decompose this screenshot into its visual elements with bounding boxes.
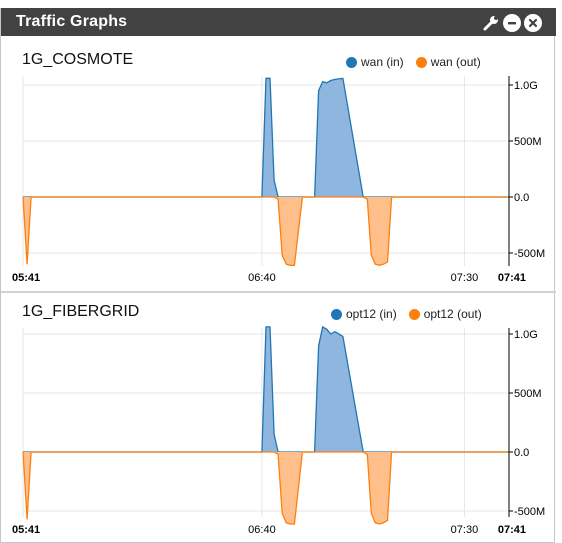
y-tick-label: 1.0G — [514, 329, 538, 341]
widget-header-controls — [482, 13, 542, 33]
x-axis: 05:41 06:40 07:30 07:41 — [12, 524, 526, 536]
x-tick-label: 07:41 — [498, 524, 526, 536]
minimize-icon[interactable] — [503, 14, 521, 32]
graph-title: 1G_FIBERGRID — [22, 303, 140, 320]
y-tick-label: -500M — [514, 248, 545, 260]
traffic-chart-fibergrid[interactable]: 1.0G 500M 0.0 -500M 05:41 06:40 07:30 07:41 — [1, 293, 556, 543]
series-area — [23, 452, 509, 524]
legend-dot-out — [408, 308, 420, 320]
legend: opt12 (in) opt12 (out) — [331, 307, 494, 321]
y-tick-label: 0.0 — [514, 192, 529, 204]
legend-label-in: opt12 (in) — [346, 307, 397, 321]
series-in — [23, 325, 509, 453]
series-line — [22, 196, 509, 266]
y-tick-label: 500M — [514, 136, 542, 148]
wrench-icon[interactable] — [482, 14, 500, 32]
y-tick-label: 1.0G — [514, 80, 538, 92]
graph-panel-fibergrid: 1G_FIBERGRID opt12 (in) opt12 (out) 1.0G… — [1, 291, 556, 543]
series-out — [22, 196, 509, 266]
legend-dot-out — [415, 56, 427, 68]
widget-title: Traffic Graphs — [16, 13, 128, 30]
y-axis: 1.0G 500M 0.0 -500M — [508, 76, 545, 266]
x-tick-label: 07:30 — [451, 524, 479, 536]
x-tick-label: 05:41 — [12, 524, 40, 536]
x-tick-label: 07:30 — [451, 272, 479, 284]
legend-label-in: wan (in) — [361, 55, 404, 69]
series-area — [23, 78, 509, 197]
x-tick-label: 06:40 — [248, 524, 276, 536]
legend-dot-in — [346, 56, 357, 68]
series-out — [22, 451, 509, 525]
y-tick-label: 500M — [514, 388, 542, 400]
legend-label-out: opt12 (out) — [423, 307, 482, 321]
series-area — [23, 326, 509, 452]
legend-item-out[interactable]: opt12 (out) — [408, 307, 482, 321]
series-area — [23, 197, 509, 266]
legend-item-in[interactable]: wan (in) — [346, 55, 404, 69]
x-axis: 05:41 06:40 07:30 07:41 — [12, 272, 526, 284]
traffic-chart-cosmote[interactable]: 1.0G 500M 0.0 -500M 05:41 06:40 07:30 07:41 — [1, 36, 556, 291]
graph-title: 1G_COSMOTE — [22, 51, 134, 68]
x-tick-label: 05:41 — [12, 272, 40, 284]
traffic-graphs-widget: Traffic Graphs 1G_COSMOTE — [0, 8, 556, 543]
legend-dot-in — [331, 308, 342, 320]
x-tick-label: 06:40 — [248, 272, 276, 284]
legend-item-in[interactable]: opt12 (in) — [331, 307, 397, 321]
legend: wan (in) wan (out) — [346, 55, 493, 69]
widget-header: Traffic Graphs — [1, 8, 556, 36]
legend-label-out: wan (out) — [430, 55, 481, 69]
series-line — [22, 451, 509, 525]
series-in — [23, 77, 509, 198]
close-icon[interactable] — [524, 14, 542, 32]
legend-item-out[interactable]: wan (out) — [415, 55, 481, 69]
x-tick-label: 07:41 — [498, 272, 526, 284]
y-tick-label: 0.0 — [514, 447, 529, 459]
y-tick-label: -500M — [514, 506, 545, 518]
graph-panel-cosmote: 1G_COSMOTE wan (in) wan (out) 1.0G 500M 0.… — [1, 36, 556, 291]
y-axis: 1.0G 500M 0.0 -500M — [508, 328, 545, 518]
